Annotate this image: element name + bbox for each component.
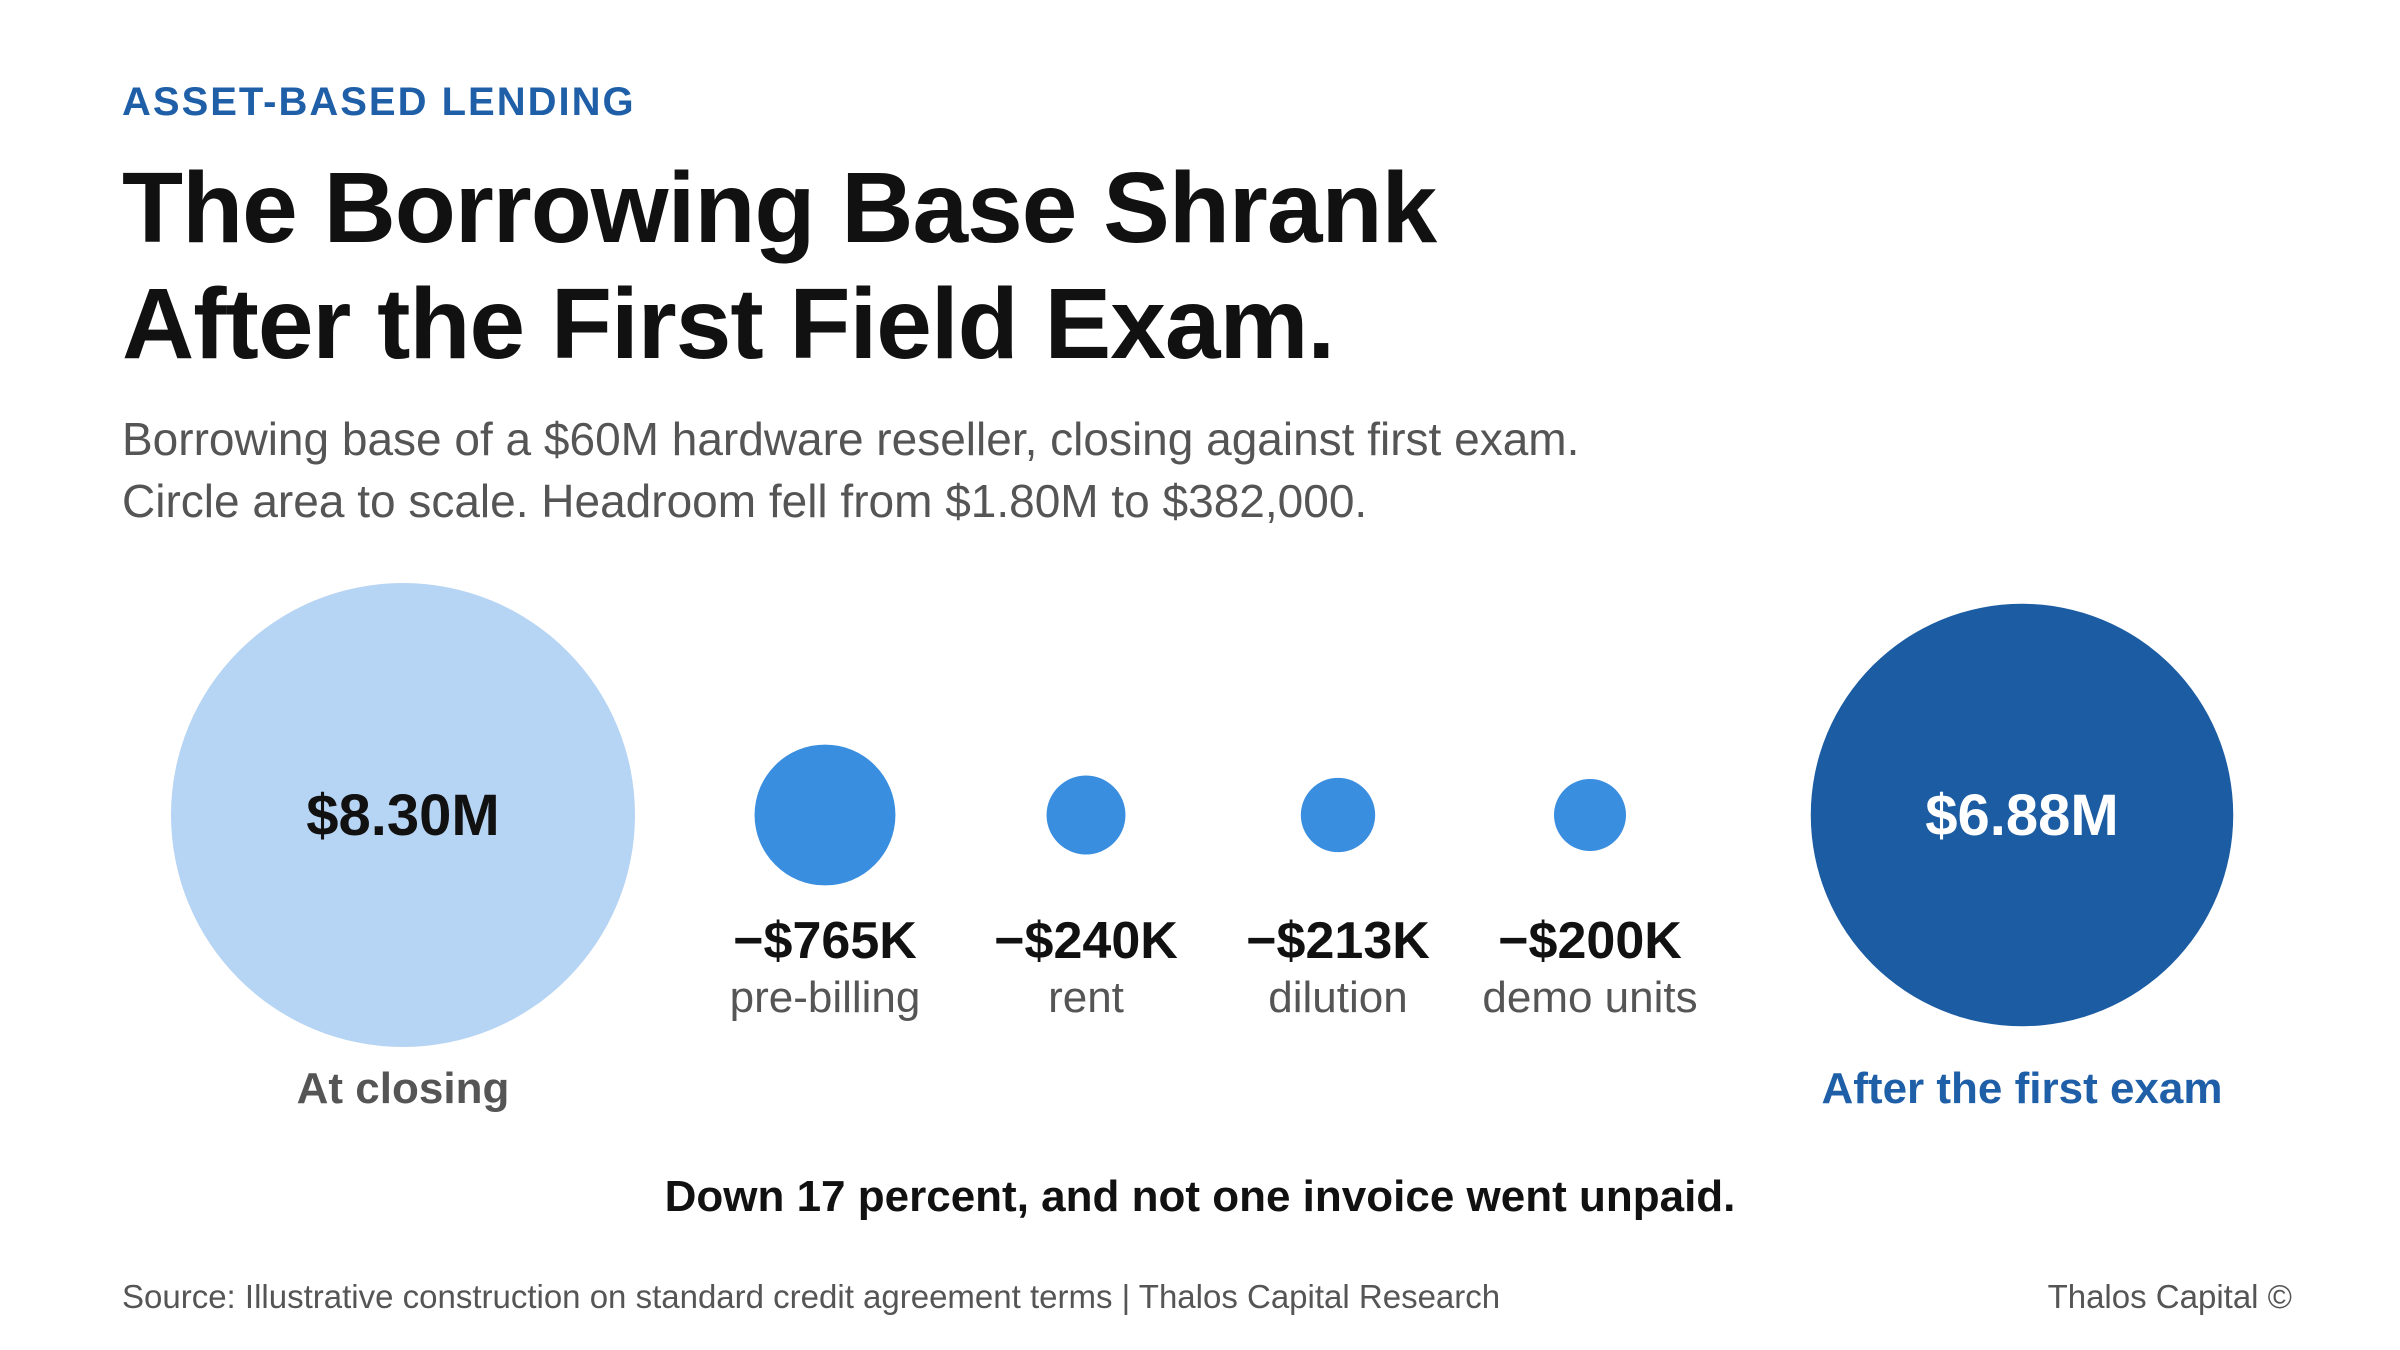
subtitle-line-2: Circle area to scale. Headroom fell from… [122, 475, 1368, 527]
category-label-dilution: dilution [1268, 973, 1407, 1022]
source-note: Source: Illustrative construction on sta… [122, 1278, 1501, 1315]
value-label-after-first-exam: $6.88M [1925, 783, 2118, 848]
title-line-1: The Borrowing Base Shrank [122, 152, 1437, 264]
value-label-at-closing: $8.30M [306, 783, 499, 848]
category-label-after-first-exam: After the first exam [1821, 1064, 2222, 1113]
brand-credit: Thalos Capital © [2047, 1278, 2292, 1315]
page-title: The Borrowing Base Shrank After the Firs… [122, 150, 1437, 382]
category-label-pre-billing: pre-billing [730, 973, 921, 1022]
value-label-rent: −$240K [994, 912, 1178, 970]
kicker: ASSET-BASED LENDING [122, 80, 636, 124]
subtitle-line-1: Borrowing base of a $60M hardware resell… [122, 413, 1580, 465]
value-label-dilution: −$213K [1246, 912, 1430, 970]
footnote: Down 17 percent, and not one invoice wen… [664, 1172, 1736, 1221]
category-label-demo-units: demo units [1482, 973, 1697, 1022]
bubble-demo-units [1553, 778, 1627, 852]
value-label-demo-units: −$200K [1498, 912, 1682, 970]
bubble-at-closing [171, 583, 635, 1047]
value-label-pre-billing: −$765K [733, 912, 917, 970]
bubble-rent [1046, 775, 1126, 855]
category-label-at-closing: At closing [297, 1064, 510, 1113]
category-label-rent: rent [1048, 973, 1124, 1022]
bubble-dilution [1300, 777, 1376, 853]
bubble-pre-billing [754, 744, 896, 886]
title-line-2: After the First Field Exam. [122, 268, 1335, 380]
bubble-after-first-exam [1810, 603, 2234, 1027]
subtitle: Borrowing base of a $60M hardware resell… [122, 408, 1579, 532]
